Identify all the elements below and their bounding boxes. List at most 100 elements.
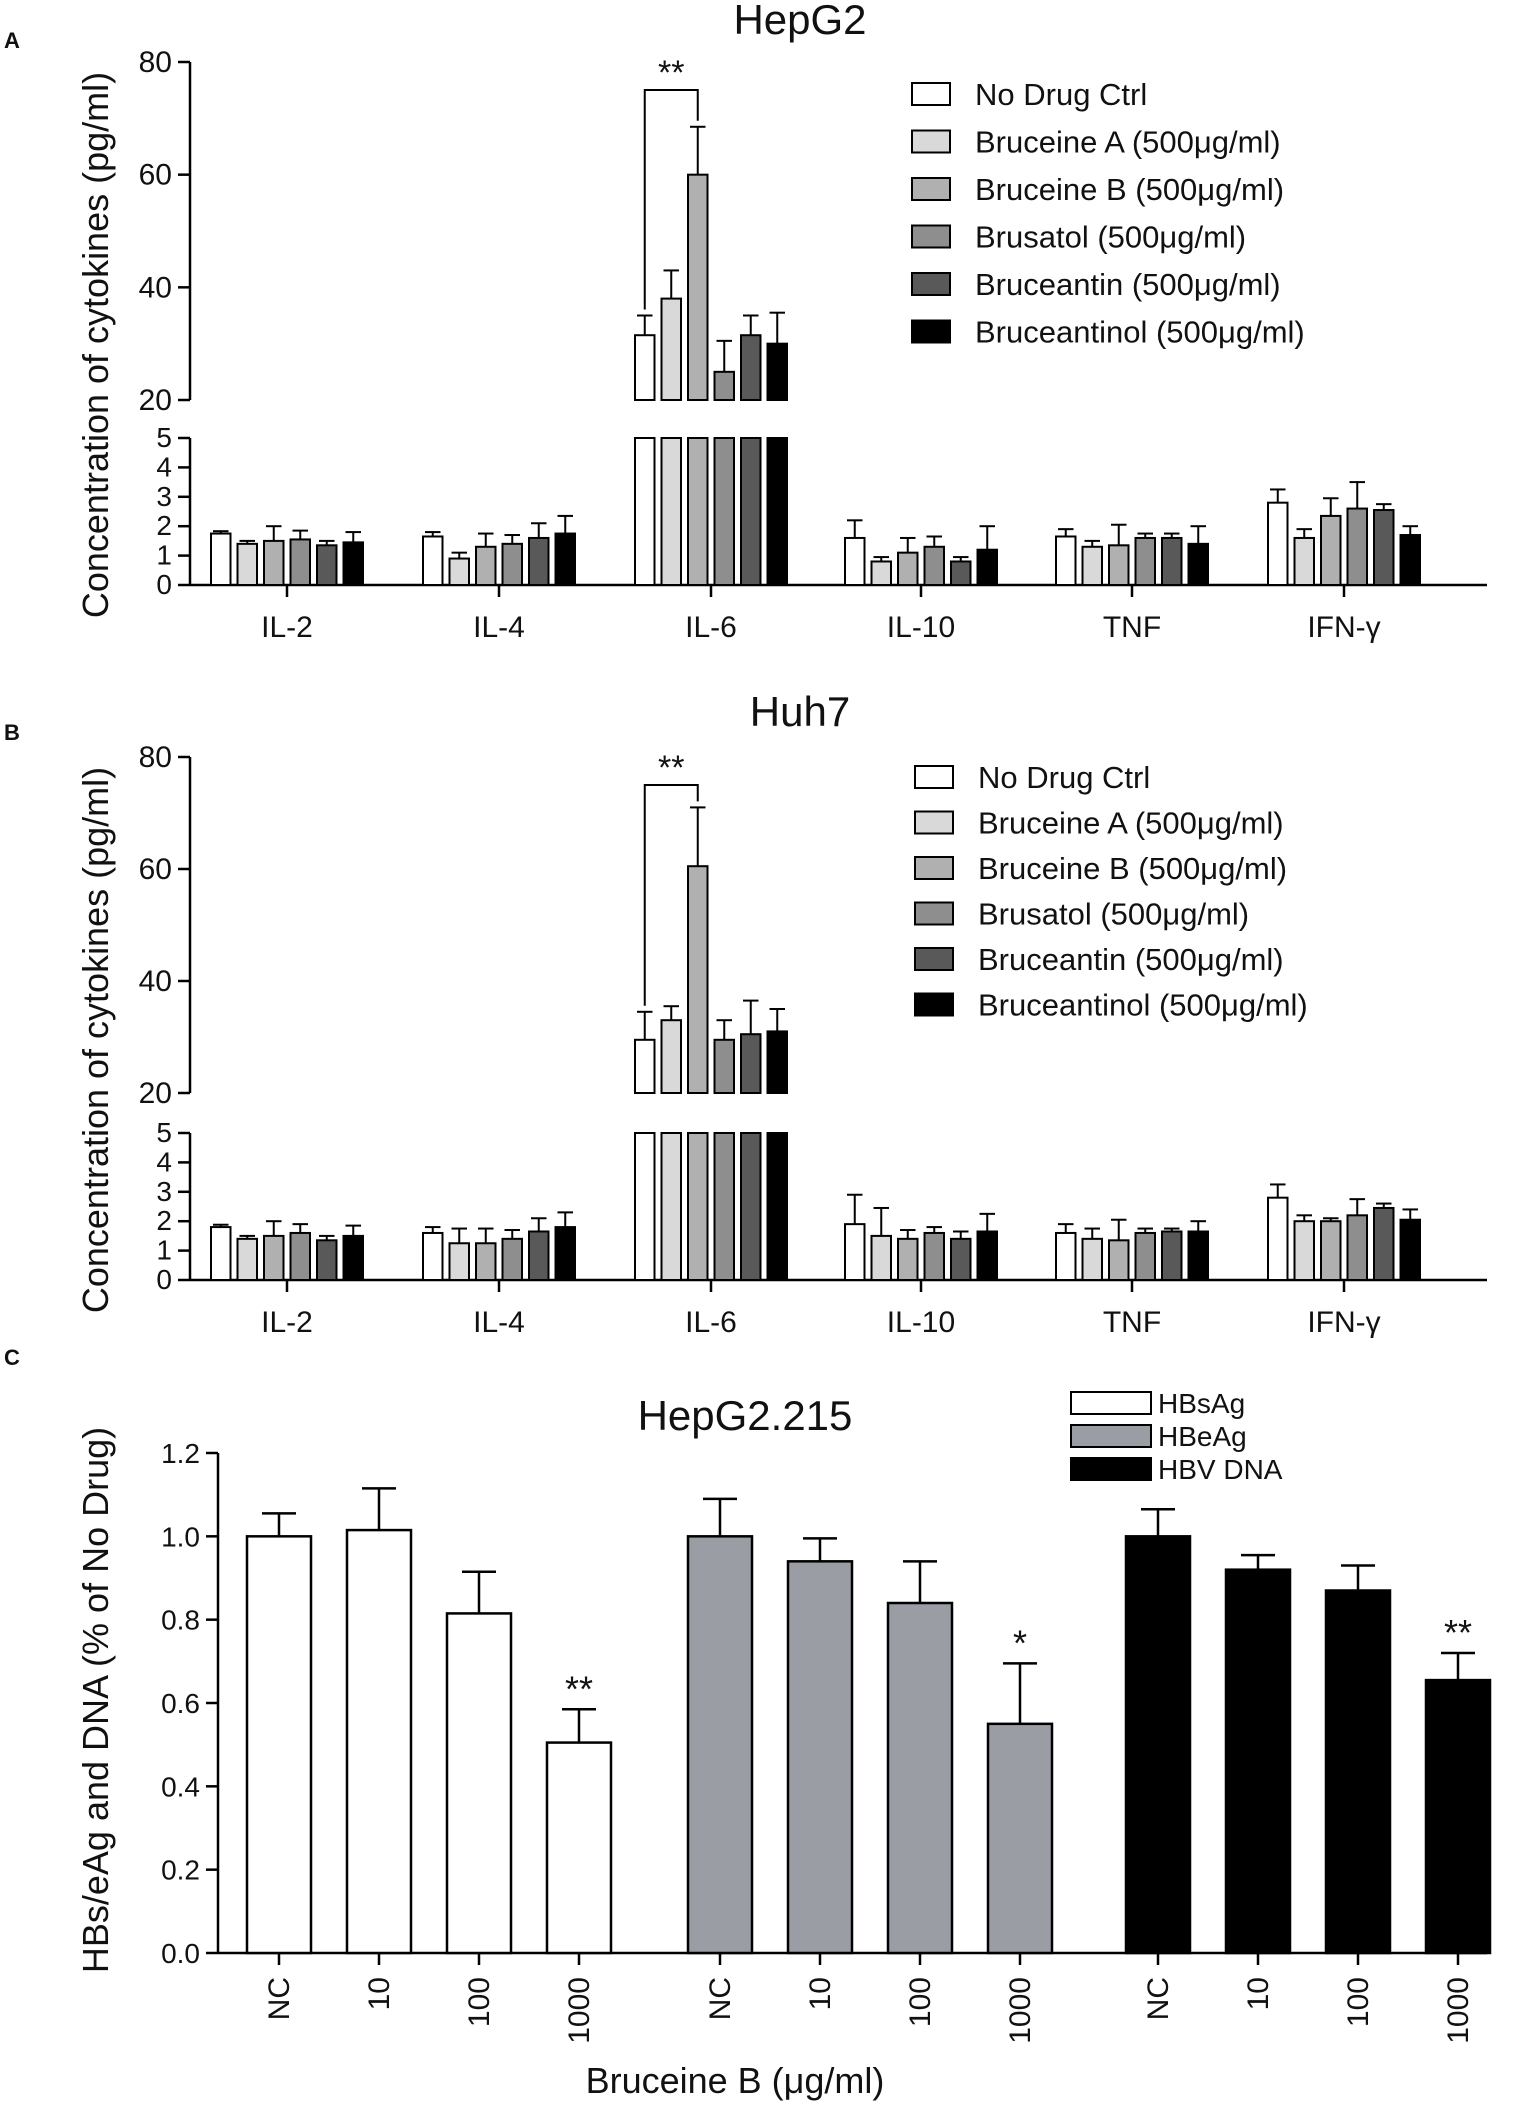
legend-label: Brusatol (500μg/ml) (975, 220, 1246, 255)
bar (976, 548, 998, 586)
x-tick-label: IFN-γ (1307, 1306, 1380, 1339)
bar (422, 535, 444, 586)
bar (1187, 1230, 1209, 1281)
y-axis-label-b: Concentration of cytokines (pg/ml) (75, 767, 116, 1313)
y-tick-label: 0 (156, 1264, 172, 1295)
bar (1055, 1231, 1077, 1281)
y-tick-label: 40 (139, 965, 172, 998)
legend-swatch (911, 129, 951, 154)
y-tick-label: 3 (156, 1176, 172, 1207)
bar-lower-segment (634, 1132, 656, 1281)
x-axis-label-c: Bruceine B (μg/ml) (586, 2060, 885, 2101)
legend-label: No Drug Ctrl (978, 760, 1150, 795)
x-tick-label: 100 (1342, 1977, 1375, 2027)
bar (844, 1223, 866, 1282)
panel-label-c: C (4, 1345, 20, 1370)
y-tick-label: 60 (139, 159, 172, 192)
bar (986, 1722, 1054, 1955)
bar-upper-segment (660, 297, 682, 402)
x-tick-label: 1000 (1442, 1977, 1475, 2044)
y-tick-label: 0.0 (161, 1938, 200, 1969)
bar (950, 1237, 972, 1281)
bar (1081, 545, 1103, 587)
bar-lower-segment (713, 437, 735, 586)
bar-lower-segment (740, 1132, 762, 1281)
y-tick-label: 0.6 (161, 1688, 200, 1719)
bar (1424, 1678, 1492, 1955)
bar (316, 544, 338, 586)
legend-label: Bruceantin (500μg/ml) (975, 267, 1281, 302)
bar (1346, 1214, 1368, 1281)
legend-label: Bruceantinol (500μg/ml) (975, 315, 1305, 350)
bar (870, 560, 892, 586)
bar-upper-segment (713, 370, 735, 402)
y-tick-label: 80 (139, 741, 172, 774)
bar (950, 560, 972, 586)
legend-label: Bruceine B (500μg/ml) (978, 851, 1287, 886)
bar (1346, 507, 1368, 586)
bar (1320, 1220, 1342, 1281)
y-tick-label: 4 (156, 1146, 172, 1177)
legend-label: No Drug Ctrl (975, 77, 1147, 112)
legend-swatch (914, 901, 954, 926)
legend-swatch (911, 177, 951, 201)
x-tick-label: IL-10 (887, 1306, 955, 1339)
bar (245, 1535, 313, 1955)
bar (786, 1560, 854, 1955)
x-tick-label: NC (704, 1977, 737, 2020)
legend-swatch (911, 272, 951, 296)
bar-lower-segment (766, 1132, 788, 1281)
significance-bracket (643, 89, 699, 310)
bar (1224, 1568, 1292, 1955)
bar (554, 532, 576, 586)
bar (236, 1237, 258, 1281)
bar (1293, 1220, 1315, 1281)
x-tick-label: NC (1142, 1977, 1175, 2020)
bar (445, 1612, 513, 1955)
panel-label-b: B (4, 720, 20, 745)
legend-label: Bruceantinol (500μg/ml) (978, 988, 1308, 1023)
y-tick-label: 20 (139, 1077, 172, 1110)
legend-swatch (1070, 1424, 1152, 1448)
bar (545, 1741, 613, 1955)
significance-label: ** (658, 54, 684, 92)
bar (1324, 1589, 1392, 1955)
x-tick-label: NC (263, 1977, 296, 2020)
y-tick-label: 20 (139, 384, 172, 417)
bar-upper-segment (634, 334, 656, 402)
x-tick-label: 1000 (563, 1977, 596, 2044)
legend-swatch (911, 224, 951, 249)
x-tick-label: 10 (363, 1977, 396, 2010)
bar-lower-segment (713, 1132, 735, 1281)
y-axis-label-a: Concentration of cytokines (pg/ml) (75, 72, 116, 618)
bar (475, 1242, 497, 1281)
y-tick-label: 3 (156, 481, 172, 512)
y-axis-label-c: HBs/eAg and DNA (% of No Drug) (75, 1427, 116, 1973)
x-tick-label: 10 (804, 1977, 837, 2010)
bar (870, 1234, 892, 1282)
bar-lower-segment (740, 437, 762, 586)
legend-label: Bruceine B (500μg/ml) (975, 172, 1284, 207)
legend-swatch (914, 992, 954, 1017)
bar (923, 1231, 945, 1281)
bar (1108, 1239, 1130, 1282)
legend-swatch (911, 319, 951, 344)
bar (686, 1535, 754, 1955)
legend-label: Bruceine A (500μg/ml) (975, 125, 1281, 160)
bar (1267, 501, 1289, 586)
legend-swatch (914, 856, 954, 880)
bar (528, 536, 550, 587)
legend-swatch (914, 947, 954, 971)
y-tick-label: 1.0 (161, 1521, 200, 1552)
bar (210, 1226, 232, 1281)
x-tick-label: IL-6 (685, 611, 737, 644)
bar (1108, 544, 1130, 586)
y-tick-label: 0 (156, 569, 172, 600)
bar-lower-segment (634, 437, 656, 586)
y-tick-label: 4 (156, 451, 172, 482)
bar-lower-segment (660, 1132, 682, 1281)
bar-upper-segment (766, 1030, 788, 1095)
